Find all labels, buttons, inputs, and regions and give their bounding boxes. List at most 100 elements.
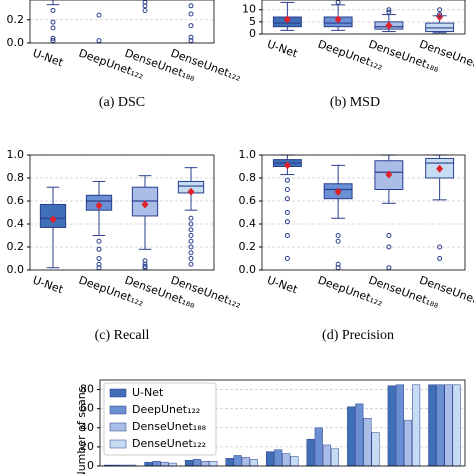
legend-swatch [109, 439, 127, 449]
x-tick-label: U-Net [265, 37, 300, 60]
outlier [284, 187, 290, 192]
outlier [96, 256, 102, 261]
outlier [188, 233, 194, 238]
outlier [188, 11, 194, 17]
outlier [188, 244, 194, 250]
y-tick-label: 0.8 [239, 171, 257, 184]
y-tick-label: 20 [80, 440, 94, 453]
y-tick-label: 0.2 [7, 240, 25, 253]
legend-label: DenseUnet₁₈₈ [132, 420, 207, 433]
y-tick-label: 0.0 [239, 263, 257, 276]
outlier [96, 12, 102, 18]
y-tick-label: 0.6 [7, 194, 25, 207]
outlier [188, 23, 194, 29]
outlier [386, 244, 392, 250]
mean [283, 161, 291, 170]
axes-frame [29, 0, 215, 44]
outlier [188, 256, 194, 261]
bar [395, 384, 404, 467]
bar [444, 384, 453, 467]
y-tick-label: 0.2 [239, 240, 257, 253]
mean [385, 21, 393, 30]
mean [283, 15, 291, 24]
outlier [284, 210, 290, 215]
bar [452, 384, 461, 467]
box [425, 22, 455, 33]
mean [49, 215, 57, 224]
outlier [50, 25, 56, 31]
outlier [386, 233, 392, 238]
bar [274, 449, 283, 467]
outlier [335, 233, 341, 238]
bar [241, 457, 250, 467]
outlier [437, 7, 443, 13]
outlier [96, 246, 102, 252]
bar [225, 458, 234, 467]
bar [403, 419, 413, 467]
axes-frame [29, 154, 215, 271]
x-tick-label: U-Net [31, 273, 66, 296]
bar [436, 384, 445, 467]
outlier [188, 238, 194, 244]
outlier [188, 221, 194, 227]
outlier [335, 261, 341, 267]
legend-swatch [109, 388, 127, 398]
bar [412, 384, 421, 467]
bar [347, 406, 356, 467]
bar [152, 460, 161, 467]
outlier [188, 261, 194, 267]
y-tick-label: 5 [249, 15, 256, 28]
outlier [96, 238, 102, 244]
outlier [142, 3, 148, 9]
outlier [437, 12, 443, 18]
outlier [284, 219, 290, 225]
bar [193, 459, 202, 467]
legend-label: U-Net [132, 386, 164, 399]
outlier [188, 34, 194, 40]
y-tick-label: 80 [80, 383, 94, 396]
bar [160, 461, 169, 467]
bar [282, 453, 291, 467]
legend: U-Net DeepUnet₁₂₂ DenseUnet₁₈₈ DenseUnet₁₂₂ [103, 382, 217, 456]
outlier [188, 3, 194, 9]
outlier [142, 261, 148, 267]
y-tick-label: 0 [249, 27, 256, 40]
bar [314, 427, 323, 467]
y-axis-label: Number of scans [75, 386, 88, 474]
y-tick-label: 0.0 [7, 263, 25, 276]
mean [436, 164, 444, 173]
bar [371, 432, 380, 467]
outlier [96, 38, 102, 44]
caption: (b) MSD [330, 95, 380, 110]
legend-frame [103, 382, 217, 456]
outlier [386, 265, 392, 271]
bar [201, 460, 210, 467]
outlier [50, 7, 56, 13]
legend-swatch [109, 405, 127, 415]
bar [306, 438, 315, 467]
axes-frame [99, 379, 466, 467]
x-tick-label: U-Net [31, 46, 66, 69]
caption: (a) DSC [99, 95, 145, 110]
outlier [96, 261, 102, 267]
outlier [284, 196, 290, 202]
outlier [142, 7, 148, 13]
y-tick-label: 0.4 [7, 217, 25, 230]
outlier [386, 7, 392, 13]
y-tick-label: 0.0 [7, 36, 25, 49]
outlier [188, 227, 194, 233]
outlier [188, 215, 194, 221]
y-tick-label: 0 [87, 459, 94, 472]
bar [249, 459, 258, 467]
mean [334, 187, 342, 196]
outlier [335, 238, 341, 244]
bar [387, 385, 396, 467]
y-tick-label: 0.6 [239, 194, 257, 207]
outlier [386, 9, 392, 15]
caption: (c) Recall [95, 328, 150, 343]
outlier [142, 258, 148, 264]
y-tick-label: 0.2 [7, 13, 25, 26]
bar [209, 460, 218, 467]
y-tick-label: 0.8 [7, 171, 25, 184]
y-tick-label: 1.0 [239, 148, 257, 161]
